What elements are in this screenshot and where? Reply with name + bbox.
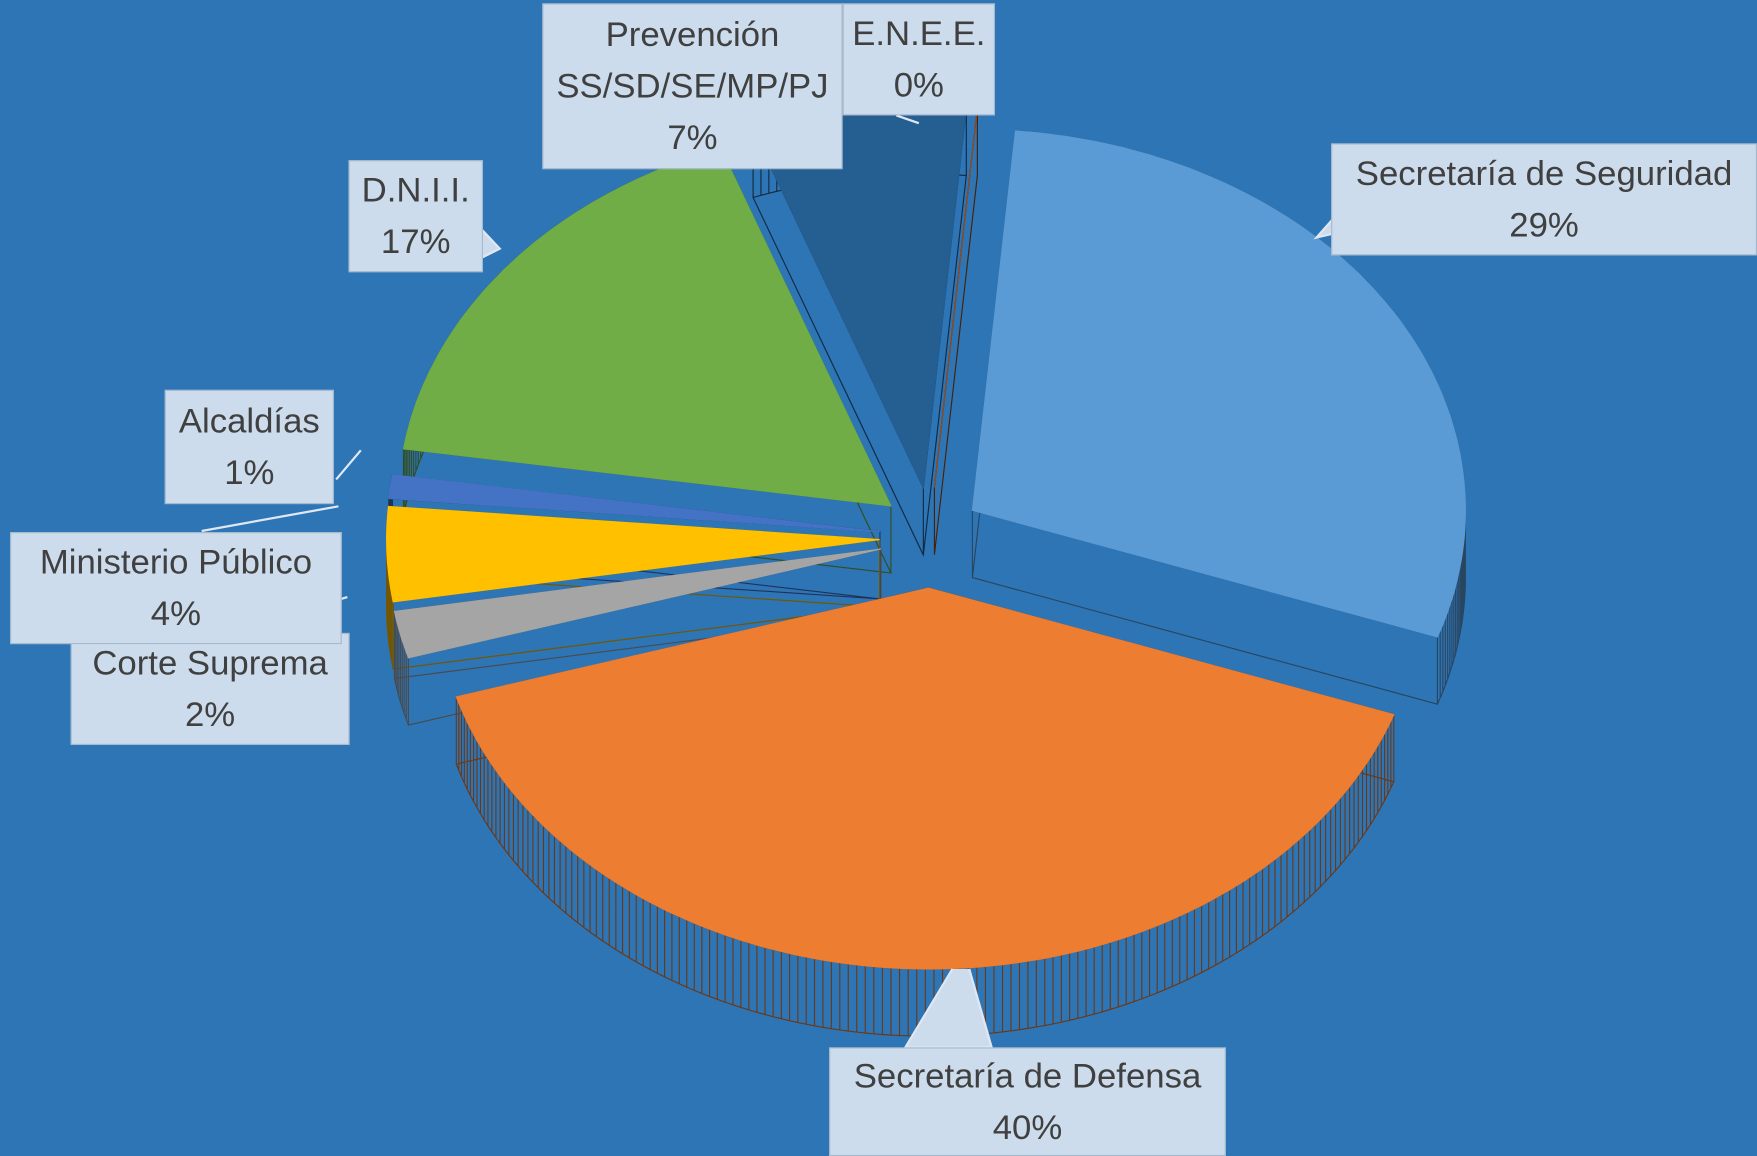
data-label: D.N.I.I. 17% [348, 160, 483, 273]
value-label: 0% [893, 64, 944, 105]
slice [455, 587, 1395, 970]
leader-line [896, 114, 920, 125]
category-label: Alcaldías [178, 401, 320, 441]
slice [386, 505, 880, 603]
category-label: Prevención SS/SD/SE/MP/PJ [556, 14, 829, 106]
value-label: 29% [1509, 204, 1579, 245]
value-label: 1% [224, 452, 275, 492]
value-label: 7% [667, 117, 718, 157]
slice [388, 474, 880, 533]
category-label: Ministerio Público [39, 542, 313, 582]
value-label: 2% [184, 694, 236, 734]
leader-line [335, 449, 362, 481]
data-label: Ministerio Público 4% [10, 532, 342, 645]
data-label: Secretaría de Defensa 40% [829, 1047, 1226, 1156]
leader-line [1313, 217, 1336, 240]
data-label: Corte Suprema 2% [70, 632, 350, 745]
leader-line [903, 968, 994, 1049]
value-label: 17% [380, 221, 451, 262]
slice [402, 147, 892, 507]
slice [393, 548, 882, 659]
category-label: Corte Suprema [92, 642, 328, 683]
category-label: Secretaría de Defensa [853, 1055, 1202, 1095]
data-label: Secretaría de Seguridad 29% [1331, 143, 1757, 256]
data-label: Alcaldías 1% [164, 389, 334, 505]
leader-line [201, 505, 339, 533]
category-label: E.N.E.E. [852, 13, 986, 53]
leader-line [480, 228, 502, 259]
category-label: D.N.I.I. [361, 170, 470, 210]
data-label: Prevención SS/SD/SE/MP/PJ 7% [542, 3, 843, 170]
value-label: 40% [992, 1107, 1063, 1147]
category-label: Secretaría de Seguridad [1355, 153, 1733, 193]
data-label: E.N.E.E. 0% [842, 3, 996, 116]
value-label: 4% [150, 593, 202, 633]
slice [971, 130, 1466, 638]
slice-side [933, 107, 978, 555]
